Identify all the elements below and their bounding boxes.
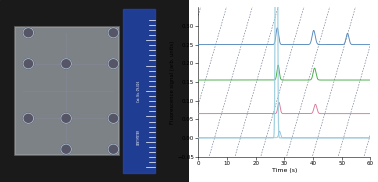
Circle shape xyxy=(108,59,119,69)
Circle shape xyxy=(61,113,71,123)
Circle shape xyxy=(61,59,71,69)
Text: CENTIMETER: CENTIMETER xyxy=(137,128,141,145)
Text: Cat. No. 09-016: Cat. No. 09-016 xyxy=(137,80,141,102)
Circle shape xyxy=(23,59,34,69)
Circle shape xyxy=(23,113,34,123)
Bar xyxy=(123,9,155,173)
FancyBboxPatch shape xyxy=(15,27,119,155)
Circle shape xyxy=(108,28,119,38)
X-axis label: Time (s): Time (s) xyxy=(272,169,297,173)
Circle shape xyxy=(23,28,34,38)
Circle shape xyxy=(108,144,119,154)
Circle shape xyxy=(108,113,119,123)
Circle shape xyxy=(61,144,71,154)
Y-axis label: Fluorescence signal (arb. units): Fluorescence signal (arb. units) xyxy=(170,40,175,124)
